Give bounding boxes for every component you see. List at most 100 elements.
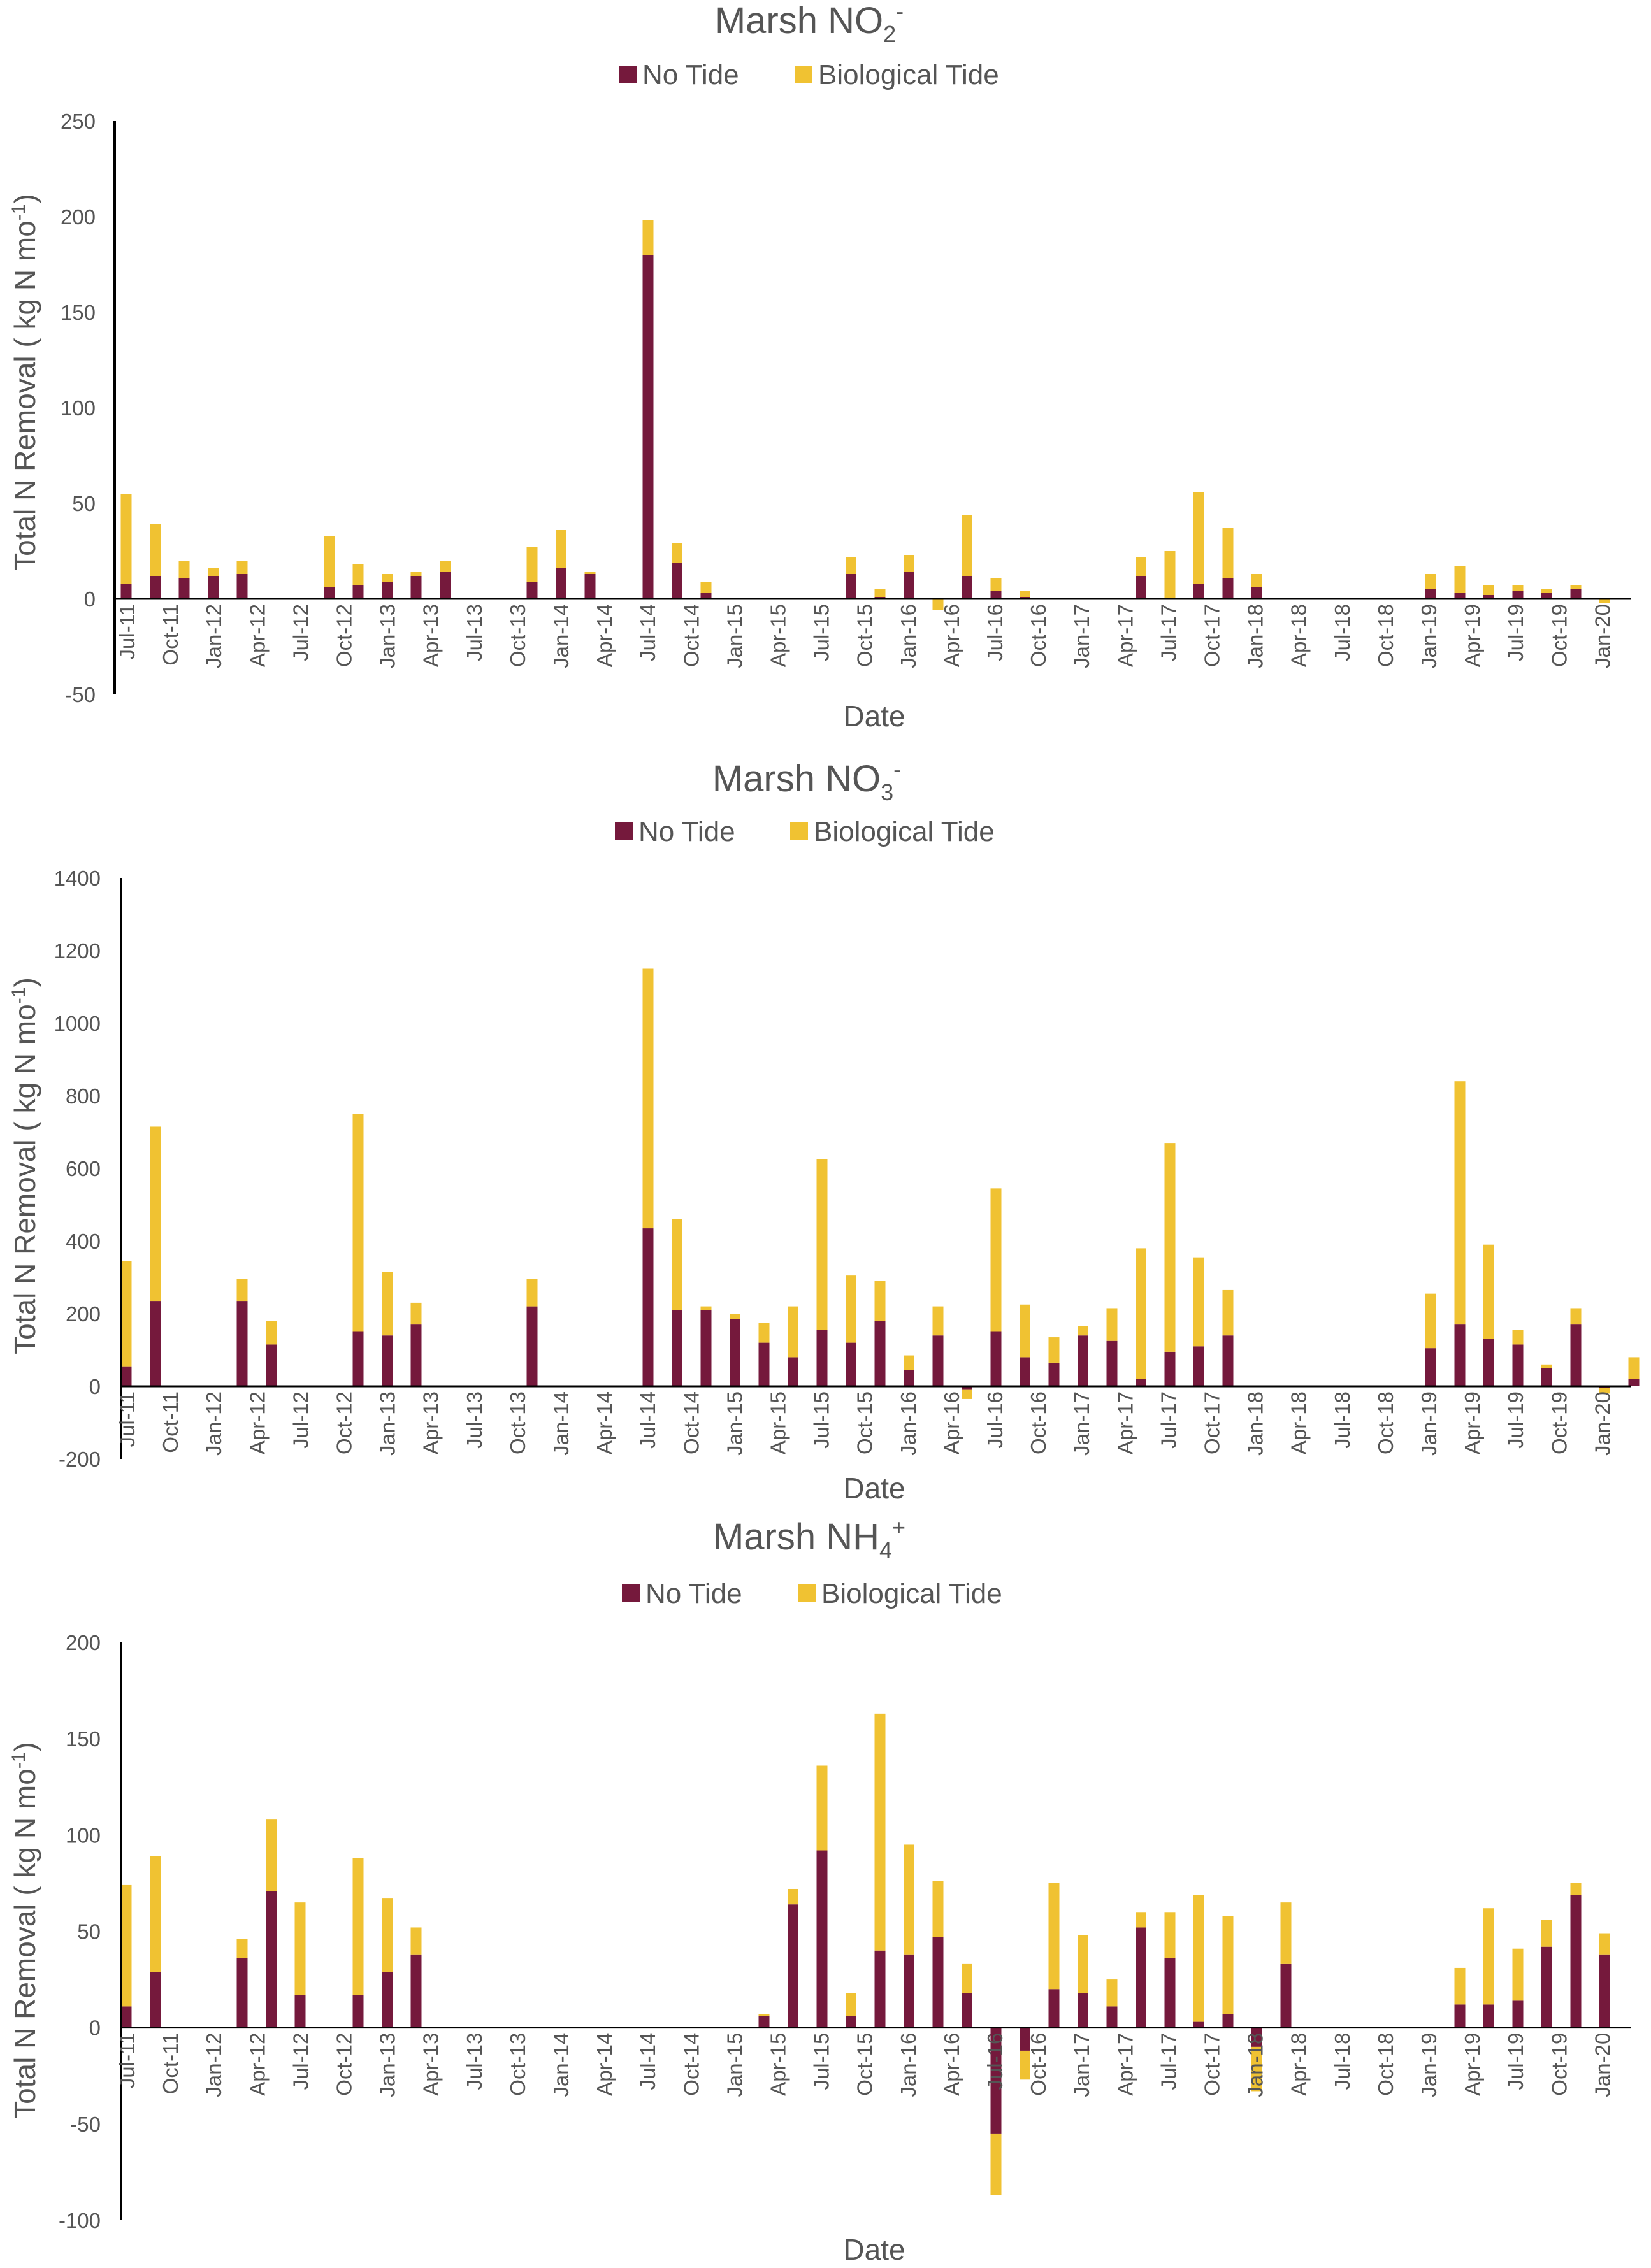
x-tick-label: Apr-12: [245, 604, 269, 667]
x-tick-label: Oct-17: [1200, 2033, 1224, 2096]
bar-biological-tide: [1164, 1912, 1176, 1958]
y-tick-label: 800: [66, 1084, 101, 1108]
bar-biological-tide: [788, 1888, 798, 1905]
bar-no-tide: [1280, 1963, 1292, 2028]
x-tick-label: Apr-16: [940, 604, 963, 667]
bar-no-tide: [1251, 2027, 1262, 2047]
x-tick-label: Apr-18: [1287, 2033, 1311, 2096]
bar-no-tide: [990, 591, 1002, 599]
bar-no-tide: [120, 584, 132, 599]
x-tick-label: Jul-16: [983, 604, 1007, 661]
x-tick-label: Jan-12: [202, 604, 226, 668]
bar-biological-tide: [1483, 585, 1494, 595]
bar-biological-tide: [816, 1765, 828, 1851]
bar-biological-tide: [266, 1819, 277, 1891]
bar-biological-tide: [352, 1858, 364, 1995]
bar-no-tide: [1483, 2004, 1494, 2028]
bar-biological-tide: [1454, 566, 1466, 593]
bar-no-tide: [1136, 1927, 1146, 2028]
x-tick-label: Apr-13: [419, 1391, 443, 1454]
chart-panel-no3: Marsh NO3- No Tide Biological Tide -200 0…: [8, 756, 1640, 1505]
bar-no-tide: [1193, 584, 1204, 599]
bar-no-tide: [990, 1331, 1002, 1386]
bar-biological-tide: [1193, 1257, 1204, 1347]
bar-no-tide: [1136, 1379, 1146, 1386]
x-tick-label: Jul-17: [1157, 604, 1180, 661]
bar-no-tide: [962, 1993, 972, 2028]
bar-no-tide: [120, 1366, 132, 1386]
bar-no-tide: [1164, 1958, 1176, 2028]
legend-swatch-no-tide: [615, 822, 633, 840]
x-tick-label: Jul-15: [810, 1391, 833, 1449]
x-tick-label: Jul-18: [1330, 2033, 1354, 2090]
bar-no-tide: [150, 1971, 161, 2028]
bar-no-tide: [874, 1321, 886, 1386]
bar-no-tide: [904, 1370, 914, 1386]
bar-no-tide: [1048, 1989, 1060, 2028]
bar-no-tide: [816, 1850, 828, 2028]
x-tick-label: Apr-16: [940, 1391, 963, 1454]
bar-no-tide: [1048, 1362, 1060, 1386]
x-tick-label: Jul-18: [1330, 604, 1354, 661]
y-tick-labels: -200 0 200 400 600 800 1000 1200 1400: [54, 866, 101, 1471]
y-tick-label: 1400: [54, 866, 101, 890]
x-tick-label: Apr-19: [1460, 2033, 1484, 2096]
bar-biological-tide: [788, 1306, 798, 1358]
x-tick-label: Oct-13: [506, 1391, 530, 1454]
legend: No Tide Biological Tide: [619, 59, 999, 90]
bar-biological-tide: [1222, 1289, 1234, 1336]
x-tick-label: Jan-14: [549, 2033, 573, 2097]
bar-biological-tide: [1454, 1081, 1466, 1325]
x-tick-label: Jan-17: [1070, 604, 1093, 668]
x-tick-label: Oct-16: [1027, 2033, 1050, 2096]
x-tick-labels: Jul-11 Oct-11 Jan-12 Apr-12 Jul-12 Oct-12 Jan-…: [115, 2033, 1614, 2097]
x-tick-label: Apr-12: [245, 2033, 269, 2096]
bar-biological-tide: [874, 1281, 886, 1321]
x-tick-label: Oct-11: [159, 1391, 182, 1453]
x-axis-title: Date: [843, 1472, 905, 1505]
x-tick-label: Jul-13: [463, 1391, 486, 1449]
x-tick-label: Jul-11: [115, 2033, 139, 2088]
bar-no-tide: [962, 1386, 972, 1390]
x-tick-label: Jul-16: [983, 2033, 1007, 2090]
x-tick-label: Jul-19: [1504, 2033, 1527, 2090]
x-tick-label: Oct-15: [853, 2033, 877, 2096]
x-tick-label: Apr-19: [1460, 604, 1484, 667]
bar-no-tide: [816, 1330, 828, 1386]
bar-biological-tide: [990, 1188, 1002, 1332]
bar-biological-tide: [352, 1114, 364, 1332]
x-tick-label: Jan-16: [897, 1391, 920, 1456]
bar-no-tide: [1106, 1340, 1118, 1386]
bar-no-tide: [962, 576, 972, 599]
bar-biological-tide: [1078, 1935, 1088, 1993]
x-tick-label: Jul-19: [1504, 604, 1527, 661]
bar-biological-tide: [904, 555, 914, 572]
y-tick-label: 1200: [54, 939, 101, 963]
bar-no-tide: [788, 1357, 798, 1386]
x-tick-label: Jul-13: [463, 604, 486, 661]
bar-biological-tide: [642, 968, 654, 1229]
x-tick-label: Oct-14: [679, 604, 703, 667]
x-tick-label: Apr-18: [1287, 604, 1311, 667]
bar-no-tide: [1483, 595, 1494, 599]
x-tick-labels: Jul-11 Oct-11 Jan-12 Apr-12 Jul-12 Oct-12 Jan-…: [115, 1391, 1614, 1456]
bar-no-tide: [1570, 1895, 1582, 2028]
x-tick-label: Oct-12: [333, 2033, 356, 2096]
bar-biological-tide: [1425, 574, 1436, 589]
bar-biological-tide: [1251, 2046, 1262, 2092]
bar-biological-tide: [1512, 1948, 1524, 2001]
x-tick-label: Jan-19: [1417, 604, 1441, 668]
bar-biological-tide: [150, 1856, 161, 1972]
x-tick-label: Jul-15: [810, 2033, 833, 2090]
bar-biological-tide: [1599, 1933, 1610, 1955]
bar-biological-tide: [120, 494, 132, 584]
bar-biological-tide: [584, 572, 596, 574]
bar-no-tide: [990, 2027, 1002, 2134]
x-tick-label: Oct-13: [506, 2033, 530, 2096]
bar-biological-tide: [962, 515, 972, 576]
y-axis-title: Total N Removal ( kg N mo-1): [8, 977, 41, 1354]
bar-no-tide: [236, 1301, 248, 1386]
bar-no-tide: [1628, 1379, 1640, 1386]
